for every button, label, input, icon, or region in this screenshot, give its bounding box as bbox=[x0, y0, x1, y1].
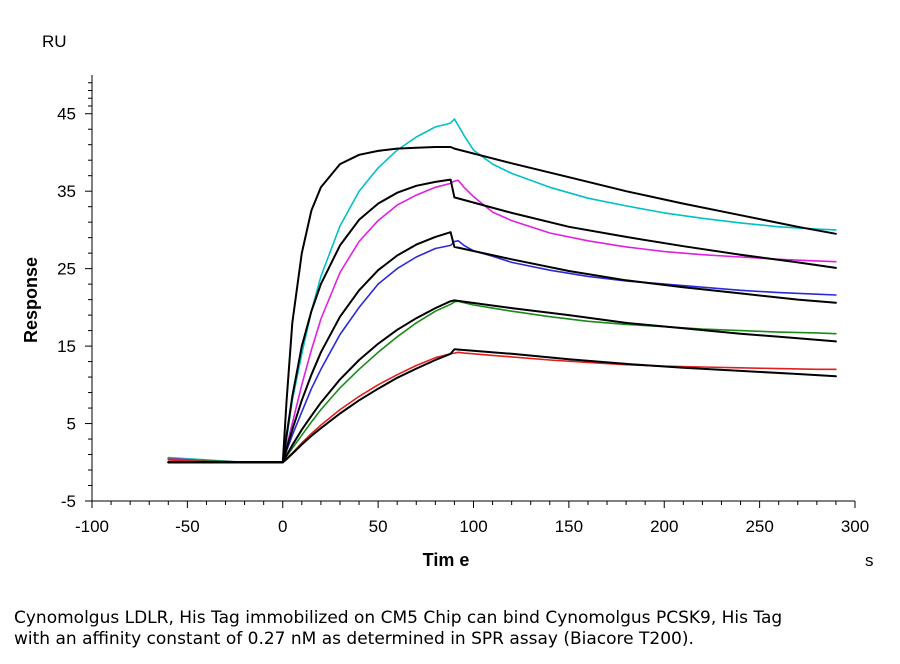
y-tick-label: 45 bbox=[57, 105, 76, 124]
y-axis-title: Response bbox=[21, 257, 41, 343]
y-tick-label: -5 bbox=[61, 492, 76, 511]
chart-series bbox=[167, 118, 837, 464]
x-tick-label: 300 bbox=[841, 517, 869, 536]
measured-curve-line bbox=[167, 240, 837, 464]
x-tick-label: -100 bbox=[75, 517, 109, 536]
x-tick-label: 200 bbox=[650, 517, 678, 536]
x-tick-label: 50 bbox=[369, 517, 388, 536]
fit-curve-line bbox=[167, 348, 837, 464]
caption-line-2: with an affinity constant of 0.27 nM as … bbox=[14, 629, 694, 649]
x-axis-title: Tim e bbox=[423, 550, 470, 570]
chart-ticks: -100 -50 0 50 100 150 200 250 300 -5 5 15 25 35 45 bbox=[57, 82, 869, 536]
caption-line-1: Cynomolgus LDLR, His Tag immobilized on … bbox=[14, 608, 783, 628]
y-axis-unit-label: RU bbox=[42, 32, 67, 51]
measured-curve-line bbox=[167, 351, 837, 464]
figure-caption: Cynomolgus LDLR, His Tag immobilized on … bbox=[14, 608, 894, 650]
fit-curve-line bbox=[167, 146, 837, 464]
y-tick-label: 15 bbox=[57, 337, 76, 356]
fit-curve-line bbox=[167, 299, 837, 464]
x-tick-label: 0 bbox=[278, 517, 287, 536]
y-tick-label: 5 bbox=[67, 415, 76, 434]
x-tick-label: 150 bbox=[555, 517, 583, 536]
fit-curve-line bbox=[167, 231, 837, 464]
x-axis-unit-label: s bbox=[865, 551, 874, 570]
chart-axes bbox=[91, 75, 855, 502]
y-tick-label: 35 bbox=[57, 182, 76, 201]
measured-curve-line bbox=[167, 300, 837, 464]
y-tick-label: 25 bbox=[57, 260, 76, 279]
x-tick-label: -50 bbox=[175, 517, 200, 536]
fit-curve-line bbox=[167, 178, 837, 464]
x-tick-label: 250 bbox=[745, 517, 773, 536]
x-tick-label: 100 bbox=[459, 517, 487, 536]
